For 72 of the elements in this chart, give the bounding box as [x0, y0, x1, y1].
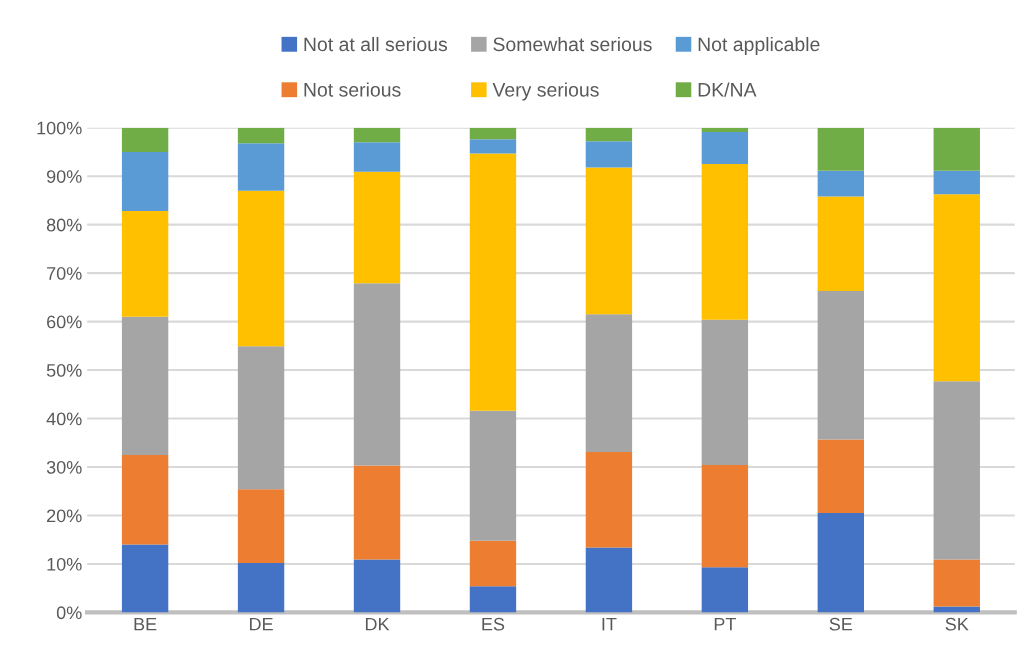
y-tick-label: 50%	[46, 364, 82, 377]
bar	[817, 127, 865, 171]
bar	[353, 142, 401, 172]
legend-label: DK/NA	[698, 82, 757, 97]
x-tick-label: ES	[482, 617, 505, 631]
x-tick-label: DE	[249, 617, 273, 631]
x-tick-label: SK	[945, 617, 969, 631]
bar	[817, 196, 865, 292]
bar	[237, 489, 285, 563]
bar	[817, 291, 865, 440]
bar	[469, 153, 517, 411]
bar	[353, 465, 401, 560]
bar	[585, 141, 633, 168]
legend-label: Not serious	[304, 82, 401, 97]
legend-label: Not at all serious	[304, 36, 448, 52]
legend-label: Not applicable	[698, 36, 820, 56]
bar	[353, 127, 401, 143]
y-tick-label: 10%	[47, 557, 82, 571]
bar	[237, 127, 285, 144]
bar	[585, 167, 633, 315]
bar	[121, 151, 169, 212]
bar	[701, 132, 749, 165]
bar	[353, 283, 401, 466]
bar	[121, 454, 169, 545]
bar	[933, 559, 980, 607]
y-tick-label: 20%	[47, 509, 82, 523]
bar	[933, 381, 980, 560]
x-tick-label: PT	[714, 617, 736, 631]
bar	[817, 170, 865, 197]
x-tick-label: DK	[365, 617, 390, 631]
bar	[701, 319, 749, 466]
bar	[701, 465, 749, 568]
bar	[469, 540, 517, 587]
bar	[469, 139, 517, 154]
bar	[121, 316, 169, 455]
y-tick-label: 40%	[46, 412, 82, 426]
bar	[701, 127, 749, 133]
bar	[237, 562, 285, 613]
bar	[585, 127, 633, 142]
bar	[933, 127, 980, 171]
bar	[585, 314, 633, 452]
bar	[585, 451, 633, 548]
bar	[121, 544, 169, 613]
legend-label: Very serious	[492, 82, 599, 101]
bar	[933, 170, 980, 195]
x-tick-label: IT	[602, 617, 617, 631]
bar	[121, 211, 169, 317]
bar	[817, 439, 865, 514]
bar	[237, 190, 285, 347]
y-tick-label: 80%	[46, 218, 82, 232]
x-tick-label: BE	[134, 617, 157, 631]
y-tick-label: 60%	[47, 315, 82, 329]
bar	[701, 567, 749, 613]
bar	[469, 586, 517, 613]
y-tick-label: 90%	[46, 170, 82, 183]
y-tick-label: 30%	[46, 460, 82, 474]
bar	[121, 127, 169, 152]
bar	[237, 143, 285, 191]
bar	[469, 410, 517, 541]
y-tick-label: 70%	[47, 267, 82, 280]
bar	[701, 164, 749, 320]
y-tick-label: 100%	[37, 121, 82, 135]
bar	[585, 547, 633, 613]
y-tick-label: 0%	[56, 606, 82, 620]
legend-label: Somewhat serious	[493, 36, 652, 52]
bar	[353, 171, 401, 284]
bar	[353, 559, 401, 613]
bar	[817, 513, 865, 613]
bar	[237, 346, 285, 490]
bar	[469, 127, 517, 140]
x-tick-label: SE	[829, 617, 853, 631]
bar	[933, 194, 980, 382]
